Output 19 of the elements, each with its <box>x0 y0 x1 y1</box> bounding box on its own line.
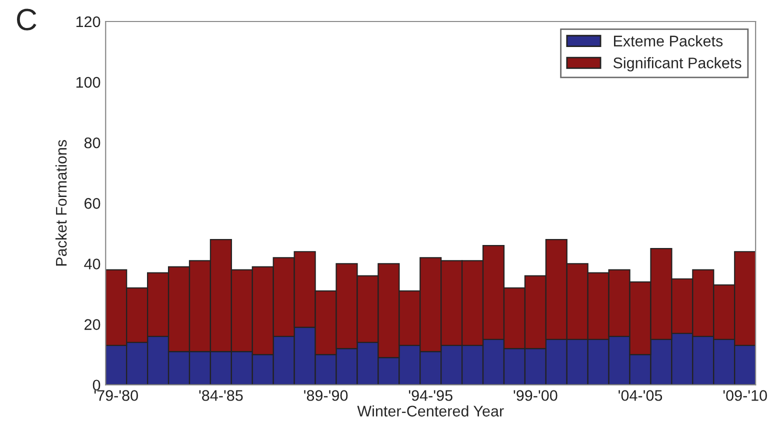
legend-label: Exteme Packets <box>614 35 723 46</box>
y-tick-label: 0 <box>92 380 100 391</box>
y-tick-label: 120 <box>76 16 100 28</box>
y-tick-label: 100 <box>76 76 100 88</box>
x-tick-label: '99-'00 <box>514 390 558 401</box>
x-tick-label: '94-'95 <box>408 390 452 401</box>
y-tick-label: 60 <box>84 198 100 209</box>
y-tick-label: 40 <box>84 258 100 270</box>
legend-label: Significant Packets <box>613 57 742 72</box>
y-axis-title: Packet Formations <box>55 140 67 266</box>
x-tick-label: '09-'10 <box>723 390 767 401</box>
text: C <box>16 8 36 30</box>
x-tick-label: '89-'90 <box>304 390 348 401</box>
x-axis-title: Winter-Centered Year <box>357 405 504 417</box>
x-tick-label: '04-'05 <box>618 390 662 401</box>
y-tick-label: 20 <box>84 319 100 330</box>
x-tick-label: '79-'80 <box>94 390 138 401</box>
y-tick-label: 80 <box>84 137 100 148</box>
x-tick-label: '84-'85 <box>199 390 243 401</box>
